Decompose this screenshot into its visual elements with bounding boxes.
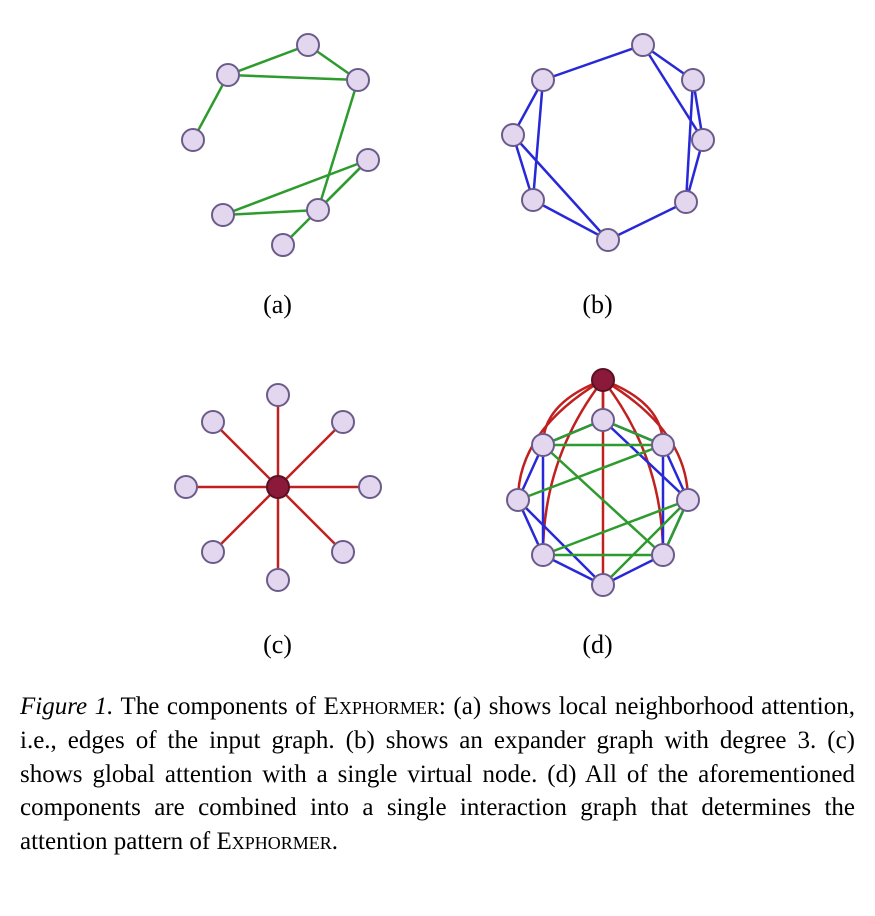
caption-p3: . bbox=[332, 828, 338, 855]
panels-grid: (a) (b) (c) (d) bbox=[148, 20, 728, 660]
panel-c-label: (c) bbox=[263, 630, 292, 660]
panel-c: (c) bbox=[148, 360, 408, 660]
figure-label: Figure 1. bbox=[20, 693, 113, 720]
graph-b bbox=[468, 20, 728, 280]
panel-a-label: (a) bbox=[263, 290, 292, 320]
panel-b-label: (b) bbox=[582, 290, 612, 320]
caption-name-1: Exphormer bbox=[324, 693, 439, 720]
figure-container: (a) (b) (c) (d) Figure 1. The components… bbox=[20, 20, 855, 859]
panel-b: (b) bbox=[468, 20, 728, 320]
panel-a: (a) bbox=[148, 20, 408, 320]
caption-p1: The components of bbox=[113, 693, 323, 720]
graph-c bbox=[148, 360, 408, 620]
graph-a bbox=[148, 20, 408, 280]
graph-d bbox=[468, 360, 728, 620]
panel-d: (d) bbox=[468, 360, 728, 660]
figure-caption: Figure 1. The components of Exphormer: (… bbox=[20, 690, 855, 859]
caption-name-2: Exphormer bbox=[216, 828, 331, 855]
panel-d-label: (d) bbox=[582, 630, 612, 660]
